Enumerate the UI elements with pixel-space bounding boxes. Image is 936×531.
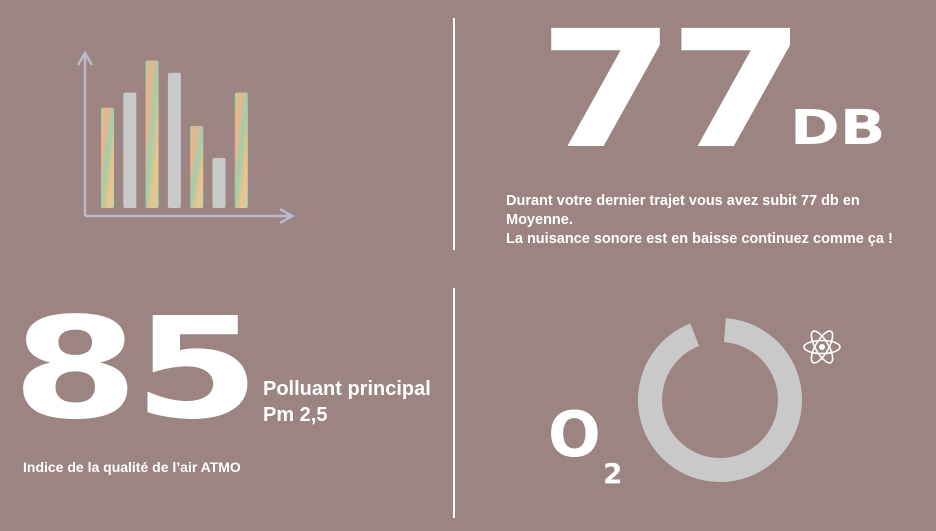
noise-unit: DB	[790, 100, 886, 156]
oxygen-ring-arc	[638, 318, 802, 482]
oxygen-symbol-subscript: 2	[603, 457, 623, 490]
oxygen-symbol-letter: O	[548, 398, 601, 471]
noise-message-line2: La nuisance sonore est en baisse continu…	[506, 231, 893, 247]
main-pollutant-label: Polluant principal	[263, 378, 431, 400]
oxygen-ring-gauge	[638, 318, 802, 482]
air-quality-index-value: 85	[12, 288, 260, 451]
noise-level-value: 77	[538, 0, 806, 185]
chart-bar	[212, 157, 226, 208]
main-pollutant-value: Pm 2,5	[263, 404, 328, 426]
bar-chart-graphic	[76, 50, 295, 225]
vertical-divider-bottom	[453, 288, 455, 518]
chart-bar	[234, 92, 248, 208]
vertical-divider-top	[453, 18, 455, 250]
chart-bar	[167, 72, 181, 208]
noise-message: Durant votre dernier trajet vous avez su…	[506, 192, 926, 249]
chart-bar	[190, 125, 204, 208]
air-quality-caption: Indice de la qualité de l’air ATMO	[23, 459, 241, 475]
chart-bar	[145, 60, 159, 209]
chart-bar	[101, 107, 114, 208]
noise-message-line1: Durant votre dernier trajet vous avez su…	[506, 193, 860, 228]
chart-bar	[123, 92, 137, 208]
atom-icon	[803, 330, 841, 364]
chart-axes	[76, 50, 295, 225]
